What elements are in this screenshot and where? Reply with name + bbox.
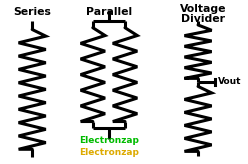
Text: Divider: Divider: [181, 14, 225, 24]
Text: Vout: Vout: [218, 77, 241, 86]
Text: Electronzap: Electronzap: [79, 148, 139, 157]
Text: Voltage: Voltage: [180, 4, 226, 14]
Text: Series: Series: [13, 7, 51, 17]
Text: Parallel: Parallel: [86, 7, 132, 17]
Text: Electronzap: Electronzap: [79, 136, 139, 145]
